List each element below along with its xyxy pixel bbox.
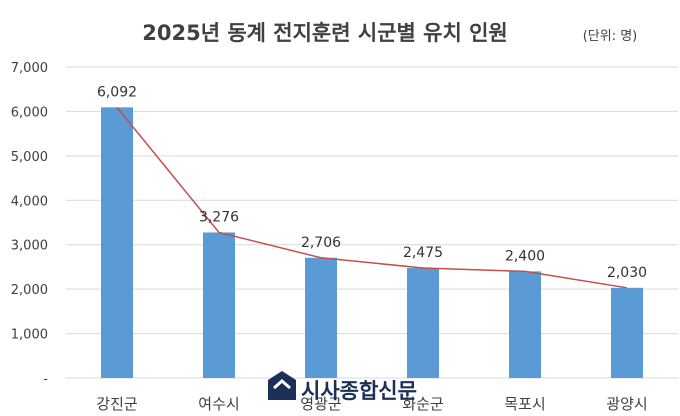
gridlines: [66, 66, 678, 379]
x-category-label: 화순군: [402, 395, 444, 413]
y-tick-label: 5,000: [11, 150, 48, 165]
watermark-text: 시사종합신문: [301, 379, 417, 403]
bar: [509, 271, 541, 378]
bar: [611, 287, 643, 378]
sisa-logo-icon: [268, 371, 296, 400]
y-tick-label: 4,000: [11, 194, 48, 209]
data-label: 2,400: [505, 248, 545, 264]
bars: [101, 107, 643, 379]
bar: [101, 107, 133, 379]
data-label: 2,475: [403, 245, 443, 261]
y-tick-label: 7,000: [11, 61, 48, 76]
x-category-label: 영광군: [300, 395, 342, 413]
chart-title: 2025년 동계 전지훈련 시군별 유치 인원: [142, 21, 507, 45]
x-category-label: 여수시: [198, 395, 239, 413]
unit-note: (단위: 명): [583, 29, 638, 44]
bar: [305, 257, 337, 378]
y-axis-ticks: - 1,000 2,000 3,000 4,000 5,000 6,000 7,000: [11, 61, 49, 387]
data-label: 6,092: [97, 84, 137, 100]
y-tick-label: 2,000: [11, 283, 48, 298]
trend-line: [116, 106, 628, 289]
y-tick-label: -: [43, 372, 48, 387]
x-category-label: 광양시: [606, 395, 647, 413]
data-label: 2,706: [301, 235, 341, 251]
x-category-label: 강진군: [96, 395, 138, 413]
y-tick-label: 6,000: [11, 105, 48, 120]
y-tick-label: 1,000: [11, 328, 48, 343]
x-category-label: 목포시: [504, 395, 545, 413]
y-tick-label: 3,000: [11, 239, 48, 254]
x-axis-categories: 강진군 여수시 영광군 화순군 목포시 광양시: [96, 395, 647, 413]
data-labels: 6,092 3,276 2,706 2,475 2,400 2,030: [97, 84, 647, 280]
series-line: [116, 106, 628, 289]
bar: [407, 268, 439, 378]
watermark: 시사종합신문: [268, 371, 417, 403]
data-label: 2,030: [607, 265, 647, 281]
bar: [203, 232, 235, 378]
data-label: 3,276: [199, 209, 239, 225]
